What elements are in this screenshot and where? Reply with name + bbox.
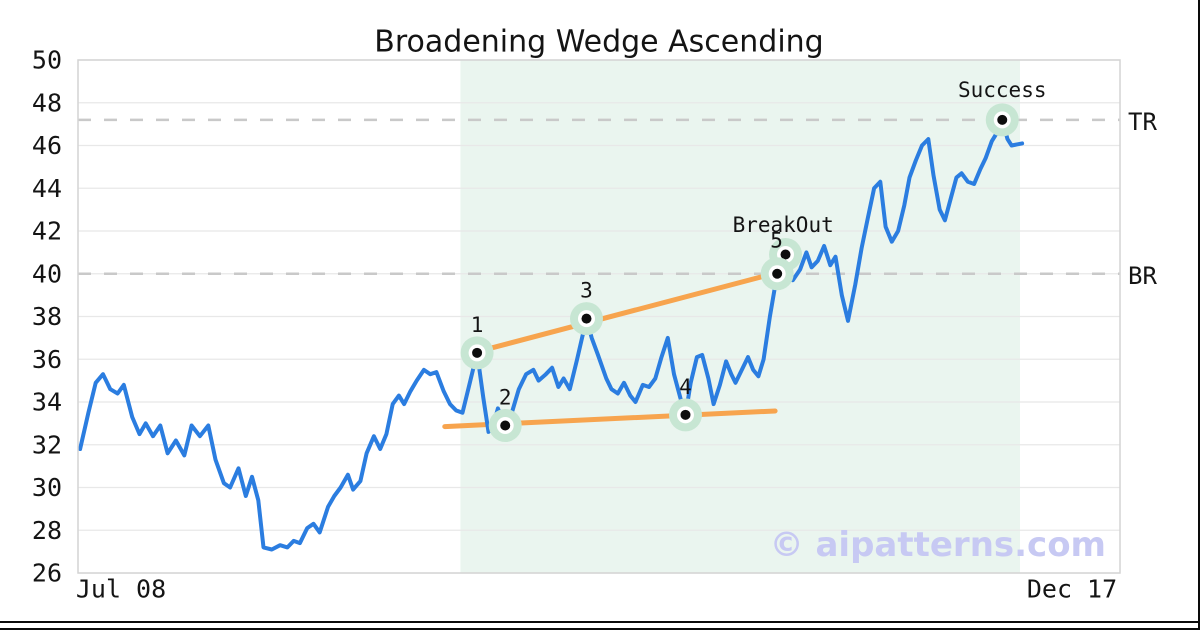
annotation-1: 1: [471, 313, 484, 337]
annotation-breakout: BreakOut: [733, 213, 834, 237]
chart-title: Broadening Wedge Ascending: [374, 25, 823, 60]
x-tick-label-0: Jul 08: [76, 575, 166, 604]
right-border-line: [1198, 0, 1200, 630]
price-line: [78, 117, 1025, 552]
trendline-upper-broadening-line: [474, 270, 780, 355]
marker-dot-4: [680, 409, 691, 420]
annotation-success: Success: [958, 78, 1047, 102]
annotation-5: 5: [770, 229, 783, 253]
y-tick-label: 32: [32, 430, 62, 459]
marker-dot-3: [581, 313, 592, 324]
y-tick-label: 42: [32, 217, 62, 246]
annotation-3: 3: [580, 279, 593, 303]
bottom-border-line: [0, 621, 1200, 623]
watermark: © aipatterns.com: [770, 525, 1106, 565]
y-tick-label: 30: [32, 473, 62, 502]
y-tick-label: 48: [32, 88, 62, 117]
plot-frame: [77, 59, 1121, 574]
marker-dot-breakout: [772, 268, 783, 279]
y-tick-label: 38: [32, 302, 62, 331]
annotation-4: 4: [679, 375, 692, 399]
y-tick-label: 44: [32, 174, 62, 203]
marker-dot-1: [472, 347, 483, 358]
y-tick-label: 40: [32, 259, 62, 288]
y-tick-label: 34: [32, 388, 62, 417]
y-tick-label: 36: [32, 345, 62, 374]
marker-dot-2: [500, 420, 511, 431]
level-label-tr: TR: [1128, 108, 1157, 136]
marker-dot-5: [780, 249, 791, 260]
y-tick-label: 50: [32, 46, 62, 75]
x-tick-label-1: Dec 17: [1027, 575, 1117, 604]
level-label-br: BR: [1128, 262, 1157, 290]
y-tick-label: 46: [32, 131, 62, 160]
annotation-2: 2: [499, 386, 512, 410]
marker-dot-success: [997, 114, 1008, 125]
bottom-edge-line: [0, 628, 1200, 630]
y-tick-label: 26: [32, 559, 62, 588]
y-tick-label: 28: [32, 516, 62, 545]
